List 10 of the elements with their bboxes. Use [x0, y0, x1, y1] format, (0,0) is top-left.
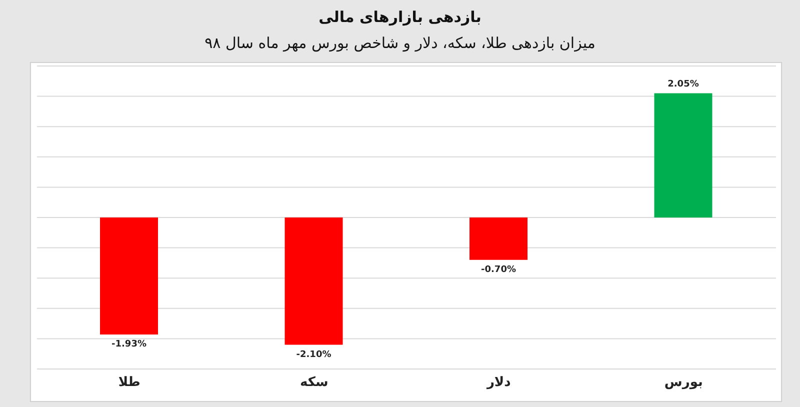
data-label: 2.05% — [668, 79, 699, 90]
data-label: -1.93% — [112, 339, 146, 350]
x-tick-label: سکه — [300, 375, 328, 390]
x-tick-label: دلار — [486, 375, 512, 390]
x-tick-label: بورس — [664, 375, 703, 390]
data-label: -2.10% — [296, 350, 332, 360]
chart-subtitle: میزان بازدهی طلا، سکه، دلار و شاخص بورس مهر ماه سال ۹۸ — [204, 34, 596, 52]
chart-title: بازدهی بازارهای مالی — [318, 8, 482, 26]
x-tick-label: طلا — [118, 375, 140, 390]
data-label: -0.70% — [481, 264, 516, 275]
